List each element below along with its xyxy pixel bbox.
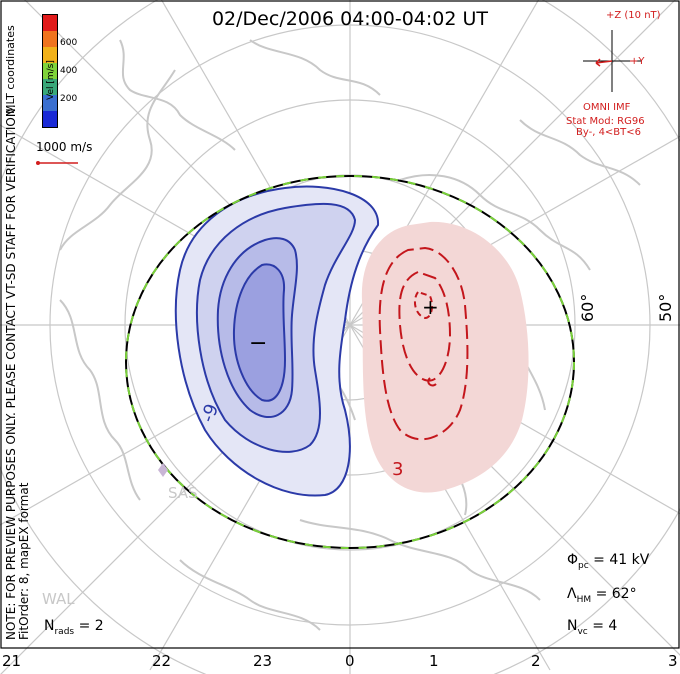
mlt-tick-2: 2 xyxy=(531,652,541,670)
velocity-colorbar xyxy=(42,14,58,128)
imf-clock-dial xyxy=(583,30,641,92)
nvc-subscript: vc xyxy=(577,626,588,637)
negative-convection-cell: -9 − xyxy=(174,185,380,497)
colorbar-tick-400: 400 xyxy=(60,66,78,76)
station-label-sas: SAS xyxy=(168,484,198,502)
lambda-subscript: HM xyxy=(576,594,592,605)
nrads-symbol: N xyxy=(44,618,55,634)
positive-convection-cell: 3 + xyxy=(361,221,529,493)
positive-contour-label: 3 xyxy=(392,459,403,480)
plot-title: 02/Dec/2006 04:00-04:02 UT xyxy=(211,8,489,30)
colorbar-unit-label: Vel [m/s] xyxy=(46,60,56,100)
mlt-tick-23: 23 xyxy=(253,652,273,670)
nrads-subscript: rads xyxy=(54,626,75,637)
cross-polar-potential: Φpc = 41 kV xyxy=(567,552,649,571)
colorbar-swatch-2 xyxy=(43,47,57,63)
phi-subscript: pc xyxy=(578,560,589,571)
station-label-wal: WAL xyxy=(42,590,75,608)
colorbar-swatch-6 xyxy=(43,111,57,127)
colorbar-swatch-4 xyxy=(43,79,57,95)
phi-symbol: Φ xyxy=(567,552,579,568)
fit-order-note: FitOrder: 8, mapEX format xyxy=(17,482,31,640)
latitude-label-50: 50° xyxy=(656,293,675,322)
mlt-tick-3: 3 xyxy=(668,652,678,670)
mlt-tick-21: 21 xyxy=(2,652,22,670)
imf-stat-model: Stat Mod: RG96 xyxy=(566,116,645,127)
imf-z-label: +Z (10 nT) xyxy=(606,10,661,21)
nvc-value: = 4 xyxy=(592,618,618,634)
radar-count: Nrads = 2 xyxy=(44,618,104,637)
mlt-tick-0: 0 xyxy=(345,652,355,670)
plot-frame xyxy=(0,0,680,649)
hm-latitude: ΛHM = 62° xyxy=(567,586,637,605)
colorbar-tick-200: 200 xyxy=(60,94,78,104)
imf-y-label: +Y xyxy=(630,56,645,67)
imf-source: OMNI IMF xyxy=(583,102,631,113)
colorbar-swatch-5 xyxy=(43,95,57,111)
lambda-value: = 62° xyxy=(595,586,637,602)
mlt-tick-1: 1 xyxy=(429,652,439,670)
radar-markers: SAS WAL xyxy=(42,463,198,608)
colorbar-swatch-0 xyxy=(43,15,57,31)
lambda-symbol: Λ xyxy=(567,586,577,602)
potential-maximum-marker: + xyxy=(422,295,439,319)
nrads-value: = 2 xyxy=(78,618,104,634)
vector-scale-arrow xyxy=(36,161,78,165)
vector-count: Nvc = 4 xyxy=(567,618,617,637)
latitude-label-60: 60° xyxy=(578,293,597,322)
coordinate-system-label: MLT coordinates xyxy=(4,25,17,114)
colorbar-swatch-1 xyxy=(43,31,57,47)
potential-minimum-marker: − xyxy=(249,331,267,356)
vector-scale-label: 1000 m/s xyxy=(36,140,93,154)
colorbar-tick-600: 600 xyxy=(60,38,78,48)
colorbar-swatch-3 xyxy=(43,63,57,79)
hm-boundary xyxy=(125,175,575,549)
phi-value: = 41 kV xyxy=(593,552,650,568)
nvc-symbol: N xyxy=(567,618,578,634)
preview-note: NOTE: FOR PREVIEW PURPOSES ONLY. PLEASE … xyxy=(4,104,18,640)
imf-bin: By-, 4<BT<6 xyxy=(576,127,642,138)
mlt-tick-22: 22 xyxy=(152,652,172,670)
